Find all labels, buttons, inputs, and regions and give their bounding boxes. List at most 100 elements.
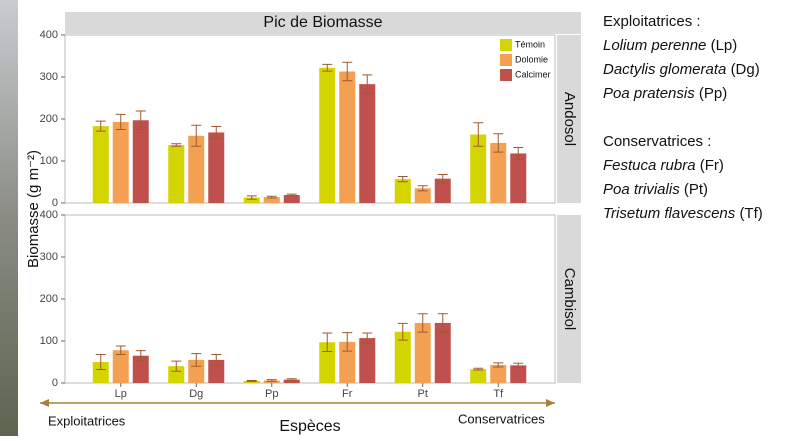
bar <box>394 179 411 203</box>
error-bar <box>191 353 202 367</box>
error-bar <box>246 379 257 382</box>
species-name: Lolium perenne <box>603 37 706 54</box>
bar <box>510 365 527 383</box>
error-bar <box>513 362 524 368</box>
bar <box>188 135 205 203</box>
error-bar <box>417 185 428 192</box>
error-bar <box>362 74 373 94</box>
bar <box>359 84 376 203</box>
bar <box>339 341 356 383</box>
legend-label: Dolomie <box>515 54 548 64</box>
error-bar <box>322 63 333 72</box>
facet-strip <box>557 35 581 203</box>
error-bar <box>342 61 353 82</box>
key-species: Lolium perenne (Lp) <box>603 37 737 54</box>
title-strip <box>65 12 581 34</box>
bar <box>243 380 260 383</box>
bar <box>188 359 205 383</box>
error-bar <box>493 362 504 368</box>
error-bar <box>437 313 448 333</box>
panel <box>64 214 556 384</box>
error-bar <box>211 353 222 366</box>
bar <box>414 322 431 383</box>
legend-label: Témoin <box>515 39 545 49</box>
error-bar <box>286 378 297 381</box>
bar <box>414 188 431 203</box>
y-tick-label: 200 <box>40 113 58 125</box>
error-bar <box>437 173 448 184</box>
key-heading: Exploitatrices : <box>603 13 701 30</box>
bar <box>208 132 225 203</box>
bar <box>470 369 487 383</box>
legend-swatch <box>500 39 512 51</box>
key-species: Poa trivialis (Pt) <box>603 181 708 198</box>
y-tick-label: 400 <box>40 209 58 221</box>
bar <box>132 355 149 383</box>
bar <box>319 67 336 203</box>
error-bar <box>342 332 353 352</box>
bar <box>339 71 356 203</box>
y-tick-label: 100 <box>40 335 58 347</box>
x-tick-label: Pp <box>265 388 278 400</box>
legend-swatch <box>500 54 512 66</box>
species-code: (Pp) <box>699 85 727 102</box>
bar <box>112 350 129 383</box>
y-tick-label: 0 <box>52 197 58 209</box>
facet-label: Cambisol <box>561 268 578 331</box>
species-name: Poa trivialis <box>603 181 680 198</box>
error-bar <box>211 126 222 139</box>
x-annotation: Conservatrices <box>458 411 545 426</box>
error-bar <box>95 120 106 132</box>
photo-strip <box>0 0 18 436</box>
error-bar <box>513 147 524 160</box>
bar <box>319 342 336 383</box>
error-bar <box>171 143 182 147</box>
error-bar <box>473 367 484 371</box>
bar <box>434 178 451 203</box>
error-bar <box>397 176 408 183</box>
y-tick-label: 300 <box>40 71 58 83</box>
bar <box>168 366 185 383</box>
bar <box>434 322 451 383</box>
key-species: Festuca rubra (Fr) <box>603 157 724 174</box>
error-bar <box>135 110 146 130</box>
key-heading: Conservatrices : <box>603 133 711 150</box>
bar <box>112 121 129 203</box>
y-tick-label: 300 <box>40 251 58 263</box>
bar <box>490 364 507 383</box>
species-name: Poa pratensis <box>603 85 695 102</box>
bar <box>510 153 527 203</box>
bar <box>92 362 109 383</box>
legend-swatch <box>500 69 512 81</box>
error-bar <box>266 195 277 199</box>
error-bar <box>115 345 126 355</box>
error-bar <box>266 379 277 382</box>
species-name: Trisetum flavescens <box>603 205 736 222</box>
facet-strip <box>557 215 581 383</box>
error-bar <box>191 124 202 147</box>
y-axis-label: Biomasse (g m⁻²) <box>25 150 42 268</box>
x-annotation: Exploitatrices <box>48 413 126 428</box>
legend-label: Calcimer <box>515 69 551 79</box>
y-tick-label: 200 <box>40 293 58 305</box>
bar <box>263 197 280 203</box>
bar <box>470 134 487 203</box>
error-bar <box>95 353 106 371</box>
species-name: Dactylis glomerata <box>603 61 726 78</box>
species-code: (Lp) <box>711 37 738 54</box>
x-tick-label: Pt <box>418 388 428 400</box>
error-bar <box>417 313 428 333</box>
bar <box>490 142 507 203</box>
y-tick-label: 100 <box>40 155 58 167</box>
key-species: Trisetum flavescens (Tf) <box>603 205 763 222</box>
facet-label: Andosol <box>561 92 578 146</box>
error-bar <box>493 133 504 153</box>
bar <box>92 126 109 203</box>
bar <box>394 331 411 383</box>
bar <box>359 338 376 383</box>
key-species: Poa pratensis (Pp) <box>603 85 727 102</box>
y-tick-label: 400 <box>40 29 58 41</box>
x-tick-label: Tf <box>493 388 504 400</box>
bar <box>283 195 300 203</box>
bar <box>132 120 149 203</box>
